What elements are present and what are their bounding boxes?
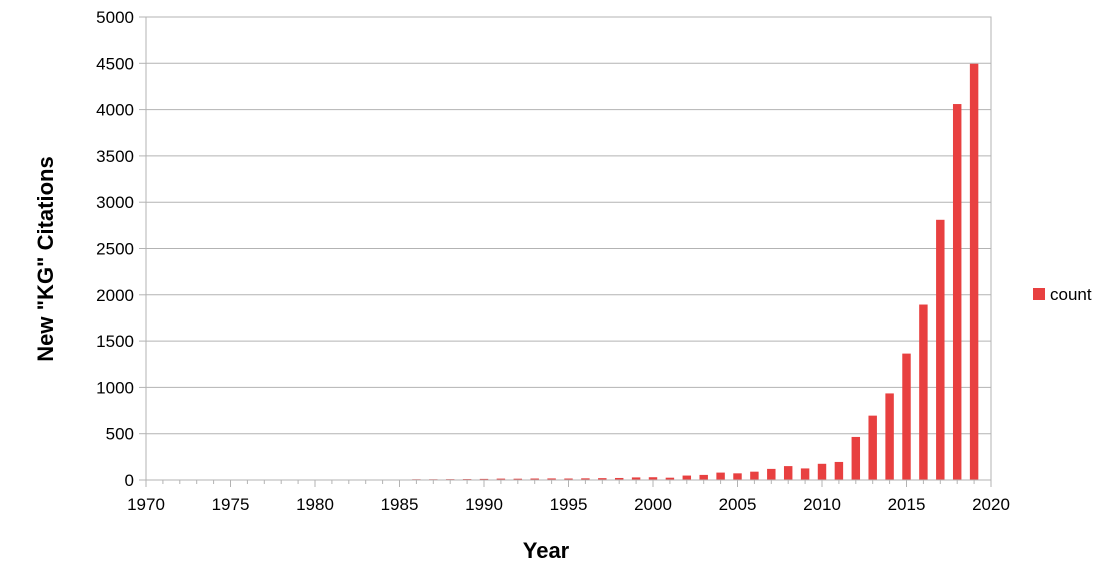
bar — [750, 471, 759, 480]
bar — [851, 436, 861, 480]
bar — [631, 477, 641, 480]
bar — [868, 415, 877, 480]
bar — [530, 478, 539, 480]
y-tick-labels: 0 500 1000 1500 2000 2500 3000 3500 4000 4500 5000 — [96, 8, 134, 490]
bar — [581, 478, 590, 480]
y-tick-label: 500 — [106, 425, 134, 444]
gridlines — [146, 16, 991, 481]
y-tick-label: 3000 — [96, 193, 134, 212]
bar — [496, 478, 506, 480]
x-tick-label: 1970 — [127, 495, 165, 514]
bar — [936, 219, 945, 480]
bar — [919, 304, 928, 480]
bar — [665, 477, 675, 480]
y-tick-label: 2000 — [96, 286, 134, 305]
x-tick-label: 2020 — [972, 495, 1010, 514]
bar — [902, 353, 911, 480]
bar — [699, 474, 708, 480]
y-axis-title: New "KG" Citations — [33, 156, 58, 361]
x-tick-label: 1980 — [296, 495, 334, 514]
bar — [817, 463, 827, 480]
bar — [767, 468, 776, 480]
x-tick-label: 2010 — [803, 495, 841, 514]
bar — [716, 472, 725, 480]
x-axis-title: Year — [523, 538, 570, 563]
x-tick-label: 2000 — [634, 495, 672, 514]
legend-swatch — [1033, 288, 1045, 300]
bar — [682, 475, 692, 480]
bar — [598, 478, 607, 480]
y-tick-label: 4000 — [96, 101, 134, 120]
y-tick-label: 2500 — [96, 240, 134, 259]
x-tick-label: 2005 — [719, 495, 757, 514]
y-tick-label: 5000 — [96, 8, 134, 27]
x-tick-label: 2015 — [888, 495, 926, 514]
legend-label: count — [1050, 285, 1092, 304]
bars — [158, 63, 979, 481]
bar — [614, 477, 624, 480]
x-tick-label: 1995 — [550, 495, 588, 514]
legend: count — [1033, 285, 1092, 304]
bar — [952, 104, 962, 480]
x-tick-label: 1985 — [381, 495, 419, 514]
bar — [969, 63, 979, 480]
bar — [648, 477, 658, 480]
y-tick-label: 1000 — [96, 378, 134, 397]
y-tick-label: 3500 — [96, 147, 134, 166]
x-tick-label: 1975 — [212, 495, 250, 514]
bar — [513, 478, 523, 480]
bar — [479, 478, 489, 480]
axes — [139, 16, 992, 487]
bar — [733, 473, 742, 480]
x-tick-labels: 1970 1975 1980 1985 1990 1995 2000 2005 2010 2015… — [127, 495, 1010, 514]
bar — [783, 466, 793, 480]
bar — [834, 461, 844, 480]
bar — [564, 478, 573, 480]
y-tick-label: 0 — [125, 471, 134, 490]
y-tick-label: 4500 — [96, 54, 134, 73]
y-tick-label: 1500 — [96, 332, 134, 351]
x-tick-label: 1990 — [465, 495, 503, 514]
bar — [800, 468, 810, 480]
bar — [547, 478, 556, 480]
bar — [885, 393, 894, 480]
